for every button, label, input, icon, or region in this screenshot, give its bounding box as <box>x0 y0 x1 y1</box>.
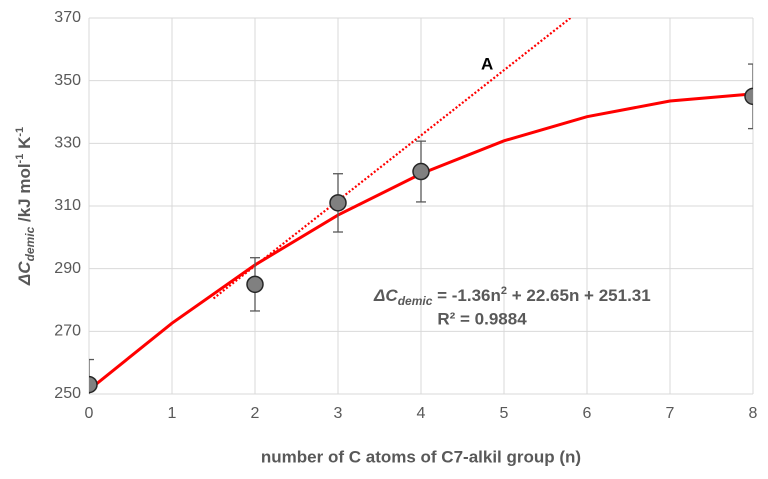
text-part: + 22.65n + 251.31 <box>507 286 651 305</box>
text-part: /kJ mol <box>15 163 34 226</box>
text-part: = -1.36n <box>432 286 501 305</box>
y-tick-label: 330 <box>54 135 81 152</box>
x-tick-label: 4 <box>417 405 426 422</box>
error-bar <box>748 63 753 130</box>
data-point <box>412 162 430 181</box>
y-tick-label: 370 <box>54 9 81 26</box>
error-bar <box>89 358 94 394</box>
x-tick-label: 2 <box>251 405 260 422</box>
x-tick-label: 0 <box>85 405 94 422</box>
line-label: A <box>481 54 493 73</box>
x-tick-label: 7 <box>666 405 675 422</box>
text-part: K <box>15 136 34 154</box>
y-tick-label: 270 <box>54 323 81 340</box>
x-axis-label: number of C atoms of C7-alkil group (n) <box>261 447 581 466</box>
y-axis-label: ΔCdemic /kJ mol-1 K-1 <box>14 127 37 286</box>
x-tick-label: 3 <box>334 405 343 422</box>
x-tick-label: 5 <box>500 405 509 422</box>
text-part: -1 <box>14 127 26 137</box>
y-tick-label: 310 <box>54 197 81 214</box>
x-tick-label: 1 <box>168 405 177 422</box>
text-part: ΔC <box>15 261 34 286</box>
y-tick-label: 350 <box>54 72 81 89</box>
text-part: demic <box>23 226 37 261</box>
text-part: 2 <box>501 285 507 297</box>
data-point <box>329 194 347 212</box>
text-part: -1 <box>14 154 26 164</box>
text-part: ΔC <box>373 286 398 305</box>
x-tick-label: 6 <box>583 405 592 422</box>
linear-line <box>212 18 572 300</box>
data-point <box>744 87 753 106</box>
equation: ΔCdemic = -1.36n2 + 22.65n + 251.31 <box>373 285 651 308</box>
data-point <box>89 375 98 394</box>
y-tick-label: 290 <box>54 260 81 277</box>
data-point <box>246 275 264 294</box>
y-tick-label: 250 <box>54 385 81 402</box>
r-squared: R² = 0.9884 <box>437 309 527 328</box>
text-part: demic <box>398 294 433 308</box>
x-tick-label: 8 <box>749 405 758 422</box>
